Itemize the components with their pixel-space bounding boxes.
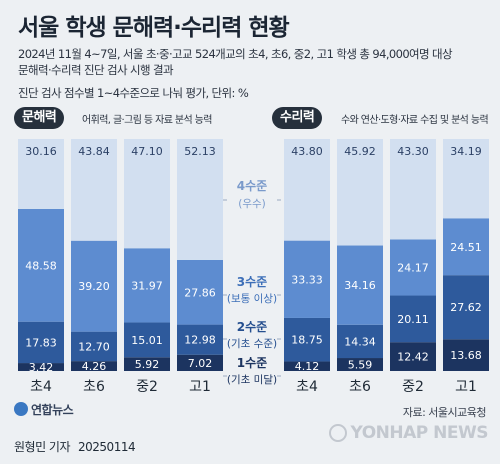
bar-segment-numeracy-4-level-3	[443, 218, 489, 276]
value-label: 14.34	[344, 335, 376, 348]
bar-segment-numeracy-1-level-2	[284, 317, 330, 362]
value-label: 43.84	[78, 145, 110, 158]
value-label: 24.17	[397, 261, 429, 274]
bar-segment-literacy-1-level-3	[18, 208, 64, 322]
numeracy-badge: 수리력	[272, 107, 323, 129]
bar-segment-literacy-1-level-1	[18, 363, 64, 371]
bar-segment-literacy-4-level-2	[177, 324, 223, 355]
value-label: 5.92	[135, 358, 160, 371]
legend-level-name: 2수준	[237, 320, 267, 334]
source-note: 자료: 서울시교육청	[402, 406, 487, 419]
yonhap-logo-text: 연합뉴스	[31, 403, 74, 417]
value-label: 18.75	[291, 334, 323, 347]
bar-segment-numeracy-1-level-4	[284, 139, 330, 241]
literacy-note: 어휘력, 글·그림 등 자료 분석 능력	[82, 115, 212, 126]
value-label: 15.01	[131, 334, 163, 347]
reporter-line: 원형민 기자 20250114	[14, 438, 136, 455]
bar-segment-literacy-2-level-3	[71, 240, 117, 332]
value-label: 47.10	[131, 145, 163, 158]
value-label: 12.98	[184, 334, 216, 347]
value-label: 7.02	[188, 357, 213, 370]
value-label: 13.68	[450, 349, 482, 362]
bar-segment-numeracy-4-level-1	[443, 339, 489, 371]
value-label: 52.13	[184, 145, 216, 158]
bar-segment-literacy-2-level-1	[71, 361, 117, 371]
subtitle-line-2: 문해력·수리력 진단 검사 시행 결과	[18, 63, 174, 77]
bar-segment-literacy-3-level-2	[124, 322, 170, 358]
legend-level-name: 4수준	[237, 179, 267, 193]
bar-segment-numeracy-3-level-4	[390, 139, 436, 240]
bar-segment-literacy-3-level-4	[124, 139, 170, 249]
yonhap-logo-icon	[14, 402, 28, 416]
value-label: 39.20	[78, 280, 110, 293]
literacy-badge: 문해력	[14, 107, 65, 129]
watermark: YONHAP NEWS	[328, 423, 489, 443]
value-label: 20.11	[397, 313, 429, 326]
bar-segment-numeracy-4-level-4	[443, 139, 489, 219]
value-label: 24.51	[450, 241, 482, 254]
category-label: 초4	[296, 379, 318, 395]
value-label: 17.83	[25, 336, 57, 349]
value-label: 34.19	[450, 145, 482, 158]
bar-segment-numeracy-3-level-3	[390, 239, 436, 296]
legend-level-name: 3수준	[237, 275, 267, 289]
legend-level-name: 1수준	[237, 356, 267, 370]
value-label: 43.80	[291, 145, 323, 158]
yonhap-logo: 연합뉴스	[14, 401, 74, 418]
legend-level-desc: (보통 이상)	[227, 293, 277, 305]
bar-segment-literacy-1-level-2	[18, 321, 64, 364]
value-label: 4.12	[295, 360, 320, 373]
category-label: 고1	[455, 379, 477, 395]
category-label: 초6	[349, 379, 371, 395]
value-label: 27.86	[184, 286, 216, 299]
value-label: 31.97	[131, 279, 163, 292]
value-label: 12.42	[397, 351, 429, 364]
value-label: 27.62	[450, 301, 482, 314]
value-label: 4.26	[82, 360, 107, 373]
bar-segment-numeracy-3-level-2	[390, 295, 436, 343]
bar-segment-numeracy-2-level-2	[337, 324, 383, 359]
value-label: 43.30	[397, 145, 429, 158]
bar-segment-numeracy-3-level-1	[390, 342, 436, 371]
publish-date: 20250114	[78, 440, 136, 454]
value-label: 30.16	[25, 145, 57, 158]
bar-segment-literacy-2-level-4	[71, 139, 117, 241]
category-label: 고1	[189, 379, 211, 395]
watermark-text: YONHAP NEWS	[350, 423, 489, 443]
bar-segment-numeracy-1-level-3	[284, 240, 330, 318]
bar-segment-literacy-2-level-2	[71, 331, 117, 362]
subtitle-line-3: 진단 검사 점수별 1~4수준으로 나눠 평가, 단위: %	[18, 86, 249, 100]
value-label: 34.16	[344, 279, 376, 292]
value-label: 12.70	[78, 340, 110, 353]
value-label: 48.58	[25, 259, 57, 272]
legend-level-desc: (우수)	[238, 198, 266, 210]
numeracy-note: 수와 연산·도형·자료 수집 및 분석 능력	[341, 115, 489, 126]
value-label: 33.33	[291, 273, 323, 286]
bar-segment-literacy-3-level-3	[124, 248, 170, 323]
bar-segment-literacy-3-level-1	[124, 357, 170, 371]
value-label: 3.42	[29, 361, 54, 374]
bar-segment-literacy-4-level-4	[177, 139, 223, 260]
bar-segment-numeracy-2-level-3	[337, 245, 383, 325]
page-title: 서울 학생 문해력·수리력 현황	[18, 15, 290, 41]
bar-segment-numeracy-1-level-1	[284, 361, 330, 371]
bar-segment-numeracy-2-level-4	[337, 139, 383, 246]
bar-segment-literacy-1-level-4	[18, 139, 64, 209]
bar-segment-literacy-4-level-3	[177, 259, 223, 325]
bar-segment-literacy-4-level-1	[177, 354, 223, 371]
bar-segment-numeracy-4-level-2	[443, 275, 489, 340]
reporter-name: 원형민 기자	[14, 440, 71, 454]
watermark-icon	[328, 424, 347, 442]
category-label: 중2	[402, 379, 424, 395]
bar-segment-numeracy-2-level-1	[337, 358, 383, 371]
subtitle-line-1: 2024년 11월 4~7일, 서울 초·중·고교 524개교의 초4, 초6,…	[18, 47, 453, 61]
category-label: 초4	[30, 379, 52, 395]
value-label: 5.59	[348, 359, 373, 372]
legend-level-desc: (기초 수준)	[227, 338, 277, 350]
value-label: 45.92	[344, 145, 376, 158]
legend-level-desc: (기초 미달)	[227, 374, 277, 386]
stacked-bar-chart: 3.42 17.83 48.58 30.16 초4 4.26 12.70 39.20 43.84…	[18, 139, 489, 395]
category-label: 중2	[136, 379, 158, 395]
category-label: 초6	[83, 379, 105, 395]
